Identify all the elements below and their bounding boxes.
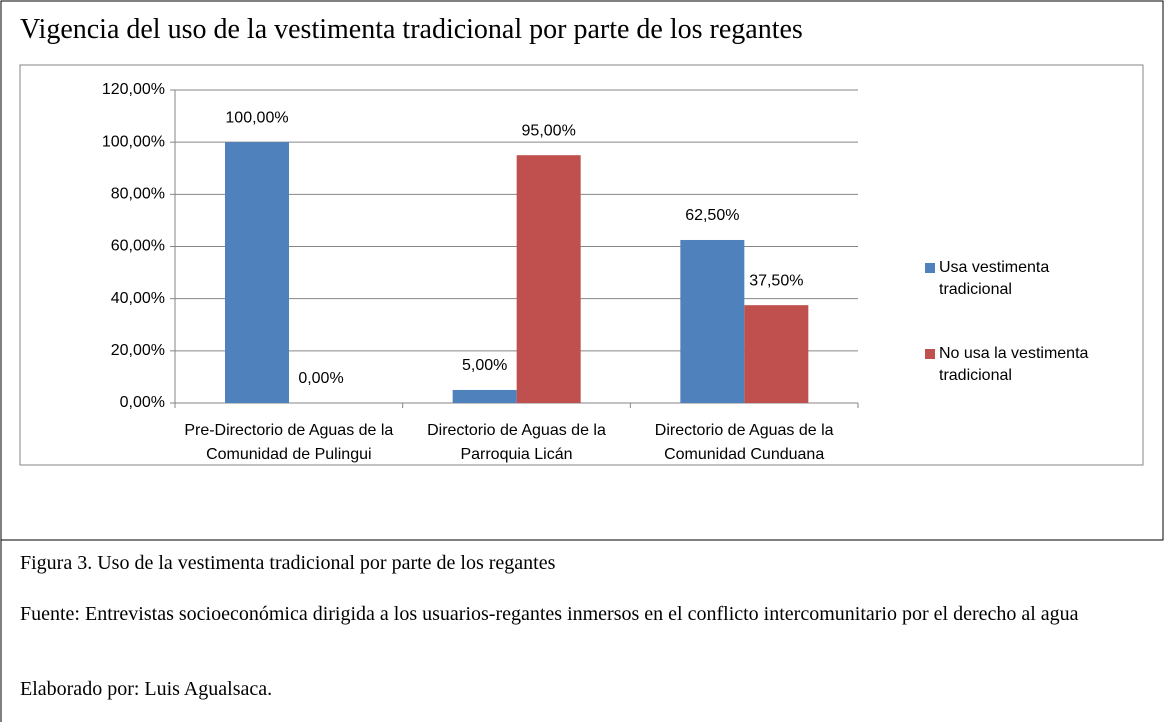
data-label: 0,00% [298,370,343,387]
y-tick-label: 40,00% [111,290,165,307]
data-label: 5,00% [462,357,507,374]
source: Fuente: Entrevistas socioeconómica dirig… [20,603,1079,625]
bar [744,305,809,403]
data-label: 37,50% [749,272,803,289]
legend-swatch [925,349,935,359]
x-tick-label: Directorio de Aguas de la Parroquia Licá… [427,422,606,463]
x-tick-label: Directorio de Aguas de la Comunidad Cund… [654,422,834,463]
bar [225,142,289,403]
y-tick-label: 120,00% [102,81,165,98]
x-tick-label: Pre-Directorio de Aguas de la Comunidad … [184,422,394,463]
bar [516,155,581,403]
data-label: 95,00% [522,122,576,139]
legend-label: Usa vestimenta tradicional [939,259,1050,298]
data-label: 62,50% [685,207,739,224]
caption: Figura 3. Uso de la vestimenta tradicion… [20,552,556,574]
bar [452,389,517,403]
author: Elaborado por: Luis Agualsaca. [20,678,273,700]
chart-title: Vigencia del uso de la vestimenta tradic… [20,14,803,45]
legend-swatch [925,263,935,273]
y-tick-label: 20,00% [111,342,165,359]
legend-label: No usa la vestimenta tradicional [939,345,1089,384]
chart-area [19,64,1144,466]
frame [0,0,1164,541]
y-tick-label: 0,00% [120,394,165,411]
data-label: 100,00% [225,109,288,126]
y-tick-label: 80,00% [111,186,165,203]
bar [680,239,745,403]
y-tick-label: 60,00% [111,238,165,255]
y-tick-label: 100,00% [102,133,165,150]
